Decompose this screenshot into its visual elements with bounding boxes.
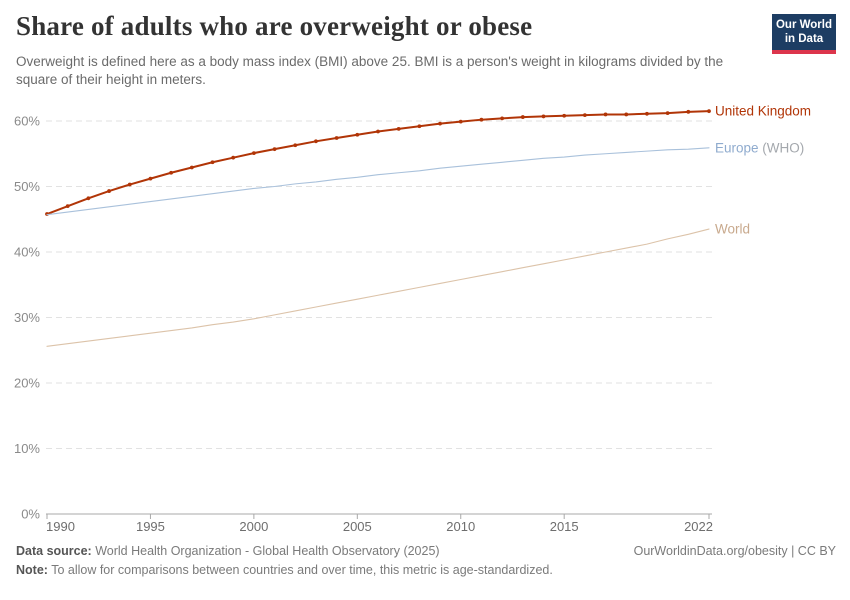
data-point-united-kingdom[interactable] — [686, 109, 691, 114]
data-point-united-kingdom[interactable] — [479, 117, 484, 122]
y-tick-label: 30% — [14, 310, 40, 325]
logo-line1: Our World — [775, 19, 832, 31]
x-tick-label: 2010 — [446, 519, 475, 534]
data-point-united-kingdom[interactable] — [86, 196, 91, 201]
data-point-united-kingdom[interactable] — [438, 121, 442, 126]
y-tick-label: 50% — [14, 179, 40, 194]
page-title: Share of adults who are overweight or ob… — [16, 11, 533, 41]
chart-subtitle: Overweight is defined here as a body mas… — [16, 54, 724, 87]
data-point-united-kingdom[interactable] — [65, 204, 70, 209]
data-point-united-kingdom[interactable] — [707, 109, 711, 114]
y-tick-label: 20% — [14, 376, 40, 391]
data-point-united-kingdom[interactable] — [541, 114, 546, 119]
x-tick-label: 2005 — [343, 519, 372, 534]
series-lines-group[interactable] — [45, 109, 711, 347]
note-label: Note: — [16, 563, 48, 577]
data-source-label: Data source: — [16, 544, 92, 558]
data-point-united-kingdom[interactable] — [355, 132, 360, 137]
data-point-united-kingdom[interactable] — [231, 155, 236, 160]
data-point-united-kingdom[interactable] — [251, 151, 256, 155]
owid-logo[interactable]: Our World in Data — [772, 14, 836, 54]
data-point-united-kingdom[interactable] — [458, 119, 463, 124]
owid-link[interactable]: OurWorldinData.org/obesity | CC BY — [633, 544, 836, 558]
data-point-united-kingdom[interactable] — [417, 124, 422, 129]
data-point-united-kingdom[interactable] — [293, 143, 298, 148]
series-line-united-kingdom[interactable] — [46, 110, 710, 216]
series-label-world: World — [715, 222, 750, 237]
series-label-europe-who-: Europe (WHO) — [715, 140, 804, 155]
chart-footer: Data source: World Health Organization -… — [16, 542, 836, 580]
data-point-united-kingdom[interactable] — [334, 136, 339, 140]
series-labels-group: United Kingdom Europe (WHO) World — [715, 104, 811, 237]
data-point-united-kingdom[interactable] — [665, 111, 670, 116]
x-tick-label: 2022 — [684, 519, 713, 534]
series-label-united-kingdom: United Kingdom — [715, 104, 811, 119]
y-tick-label: 10% — [14, 441, 40, 456]
data-point-united-kingdom[interactable] — [314, 139, 318, 144]
x-axis-group: 1990 1995 2000 2005 2010 2015 2022 — [46, 514, 713, 534]
data-point-united-kingdom[interactable] — [645, 111, 649, 116]
gridlines-group: 0% 10% 20% 30% 40% 50% 60% — [14, 114, 712, 522]
series-line-europe-who-[interactable] — [46, 147, 710, 216]
data-point-united-kingdom[interactable] — [189, 165, 194, 170]
data-point-united-kingdom[interactable] — [624, 112, 629, 117]
y-tick-label: 40% — [14, 245, 40, 260]
series-line-world[interactable] — [46, 228, 710, 347]
data-source-text: World Health Organization - Global Healt… — [91, 544, 440, 558]
data-point-united-kingdom[interactable] — [582, 113, 587, 118]
x-tick-label: 1990 — [46, 519, 75, 534]
logo-line2: in Data — [784, 32, 824, 45]
data-source-line: Data source: World Health Organization -… — [16, 542, 440, 561]
data-point-united-kingdom[interactable] — [603, 112, 608, 117]
data-point-united-kingdom[interactable] — [500, 116, 505, 121]
x-tick-label: 1995 — [136, 519, 165, 534]
y-tick-label: 60% — [14, 114, 40, 129]
data-point-united-kingdom[interactable] — [210, 160, 215, 165]
data-point-united-kingdom[interactable] — [127, 182, 132, 187]
y-tick-label: 0% — [21, 507, 40, 522]
data-point-united-kingdom[interactable] — [272, 147, 277, 152]
data-point-united-kingdom[interactable] — [107, 189, 111, 193]
data-point-united-kingdom[interactable] — [520, 115, 525, 119]
license-line[interactable]: OurWorldinData.org/obesity | CC BY — [634, 542, 836, 561]
x-tick-label: 2015 — [550, 519, 579, 534]
x-tick-label: 2000 — [239, 519, 268, 534]
data-point-united-kingdom[interactable] — [148, 176, 153, 181]
line-chart[interactable]: 0% 10% 20% 30% 40% 50% 60% 1990 1995 2000 2005 201… — [0, 0, 850, 545]
data-point-united-kingdom[interactable] — [396, 126, 401, 131]
note-text: To allow for comparisons between countri… — [47, 563, 553, 577]
data-point-united-kingdom[interactable] — [376, 129, 380, 134]
data-point-united-kingdom[interactable] — [562, 113, 567, 118]
data-point-united-kingdom[interactable] — [169, 170, 174, 175]
